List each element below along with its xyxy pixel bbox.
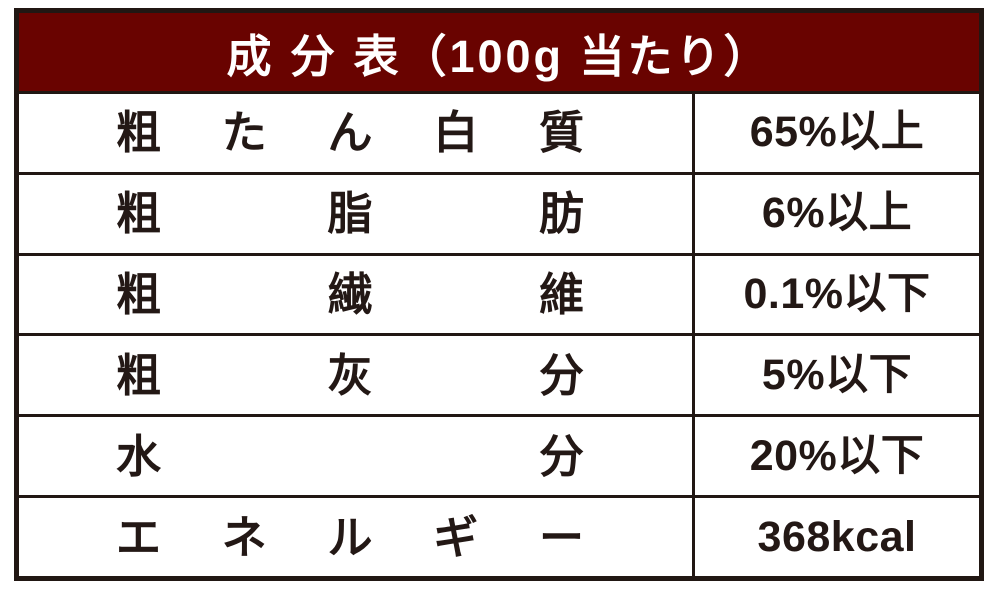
nutrient-label-cell: 粗灰分 <box>19 336 695 415</box>
nutrient-value-cell: 368kcal <box>695 498 979 576</box>
nutrient-label-cell: 水分 <box>19 417 695 496</box>
nutrient-value: 0.1%以下 <box>743 270 931 319</box>
nutrient-label: 粗たん白質 <box>116 107 584 159</box>
nutrient-label: 粗繊維 <box>116 269 584 321</box>
table-row: エネルギー 368kcal <box>19 495 979 576</box>
nutrient-label: エネルギー <box>116 511 584 563</box>
nutrient-value-cell: 6%以上 <box>695 175 979 253</box>
table-row: 水分 20%以下 <box>19 414 979 496</box>
nutrient-label-cell: エネルギー <box>19 498 695 576</box>
composition-table: 成 分 表（100g 当たり） 粗たん白質 65%以上 粗脂肪 6%以上 粗繊維… <box>14 8 984 581</box>
table-title: 成 分 表（100g 当たり） <box>19 13 979 91</box>
nutrient-label: 粗灰分 <box>116 349 584 401</box>
nutrient-label-cell: 粗たん白質 <box>19 94 695 172</box>
table-row: 粗脂肪 6%以上 <box>19 171 979 253</box>
table-row: 粗たん白質 65%以上 <box>19 91 979 172</box>
nutrient-value: 368kcal <box>757 512 917 561</box>
nutrient-value: 65%以上 <box>749 108 925 157</box>
nutrient-value-cell: 65%以上 <box>695 94 979 172</box>
nutrient-value-cell: 5%以下 <box>695 336 979 414</box>
nutrient-value-cell: 0.1%以下 <box>695 256 979 334</box>
nutrient-value-cell: 20%以下 <box>695 417 979 495</box>
nutrient-value: 6%以上 <box>761 189 913 238</box>
table-row: 粗灰分 5%以下 <box>19 333 979 415</box>
nutrient-label-cell: 粗繊維 <box>19 255 695 334</box>
table-row: 粗繊維 0.1%以下 <box>19 252 979 334</box>
nutrient-value: 5%以下 <box>761 350 913 399</box>
nutrient-label: 粗脂肪 <box>116 188 584 240</box>
nutrient-value: 20%以下 <box>749 431 925 480</box>
nutrient-label: 水分 <box>116 430 584 482</box>
nutrient-label-cell: 粗脂肪 <box>19 174 695 253</box>
